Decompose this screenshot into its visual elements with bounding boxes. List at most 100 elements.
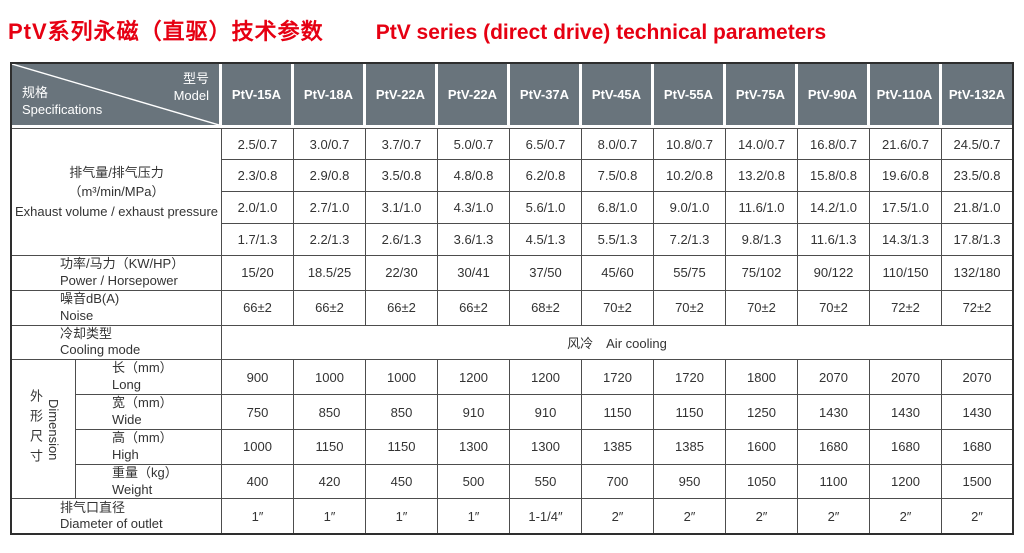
corner-spec-en: Specifications: [22, 102, 103, 118]
long-cell-10: 2070: [942, 360, 1012, 396]
weight-cell-6: 950: [654, 464, 726, 500]
long-cell-3: 1200: [438, 360, 510, 396]
noise-cell-7: 70±2: [726, 290, 798, 326]
high-cell-6: 1385: [654, 429, 726, 465]
exhaust-r2-cell-3: 4.8/0.8: [438, 160, 510, 192]
high-cell-2: 1150: [366, 429, 438, 465]
power-cell-1: 18.5/25: [294, 256, 366, 291]
weight-cell-7: 1050: [726, 464, 798, 500]
model-header-7: PtV-75A: [726, 64, 798, 128]
power-cell-2: 22/30: [366, 256, 438, 291]
outlet-cell-9: 2″: [870, 499, 942, 534]
exhaust-r3-cell-4: 5.6/1.0: [510, 192, 582, 224]
high-cell-10: 1680: [942, 429, 1012, 465]
high-cell-0: 1000: [222, 429, 294, 465]
exhaust-r4-cell-7: 9.8/1.3: [726, 224, 798, 256]
high-label-zh: 高（mm）: [112, 429, 173, 445]
long-cell-6: 1720: [654, 360, 726, 396]
long-cell-8: 2070: [798, 360, 870, 396]
title-english: PtV series (direct drive) technical para…: [375, 21, 827, 44]
header-row: 型号 Model 规格 Specifications PtV-15A PtV-18…: [12, 64, 1012, 128]
dimension-vertical-wrap: 外形尺寸 Dimension: [12, 360, 75, 498]
corner-model-zh: 型号: [182, 71, 209, 86]
exhaust-r1-cell-6: 10.8/0.7: [654, 128, 726, 160]
wide-cell-10: 1430: [942, 395, 1012, 430]
table-row-dim-long: 外形尺寸 Dimension 长（mm） Long 900 1000 1000 120…: [12, 360, 1012, 500]
outlet-cell-6: 2″: [654, 499, 726, 534]
exhaust-r1-cell-8: 16.8/0.7: [798, 128, 870, 160]
exhaust-r3-cell-10: 21.8/1.0: [942, 192, 1012, 224]
dimension-label-zh: 外形尺寸: [28, 389, 43, 470]
long-label-zh: 长（mm）: [112, 360, 173, 376]
table-row-exhaust-2: 2.3/0.8 2.9/0.8 3.5/0.8 4.8/0.8 6.2/0.8 7.5/0…: [12, 160, 1012, 192]
exhaust-r3-cell-9: 17.5/1.0: [870, 192, 942, 224]
dimension-label-en: Dimension: [46, 398, 61, 461]
high-cell-7: 1600: [726, 429, 798, 465]
exhaust-r2-cell-6: 10.2/0.8: [654, 160, 726, 192]
exhaust-r2-cell-4: 6.2/0.8: [510, 160, 582, 192]
exhaust-r3-cell-1: 2.7/1.0: [294, 192, 366, 224]
exhaust-r3-cell-3: 4.3/1.0: [438, 192, 510, 224]
table-row-outlet: 排气口直径 Diameter of outlet 1″ 1″ 1″ 1″ 1-1/4″ 2…: [12, 499, 1012, 534]
exhaust-r1-cell-0: 2.5/0.7: [222, 128, 294, 160]
table-row-dim-wide: 宽（mm） Wide 750 850 850 910 910 1150 1150 1250 14…: [12, 395, 1012, 430]
weight-cell-3: 500: [438, 464, 510, 500]
row-label-wide: 宽（mm） Wide: [76, 395, 222, 430]
exhaust-r2-cell-1: 2.9/0.8: [294, 160, 366, 192]
exhaust-r4-cell-3: 3.6/1.3: [438, 224, 510, 256]
model-header-0: PtV-15A: [222, 64, 294, 128]
exhaust-r4-cell-5: 5.5/1.3: [582, 224, 654, 256]
cooling-label-en: Cooling mode: [60, 342, 141, 358]
noise-cell-4: 68±2: [510, 290, 582, 326]
weight-cell-8: 1100: [798, 464, 870, 500]
weight-cell-0: 400: [222, 464, 294, 500]
outlet-label-en: Diameter of outlet: [60, 516, 163, 532]
corner-spec-label: 规格 Specifications: [22, 85, 102, 119]
row-label-weight: 重量（kg） Weight: [76, 464, 222, 500]
model-header-6: PtV-55A: [654, 64, 726, 128]
wide-label-en: Wide: [112, 412, 142, 428]
model-header-3: PtV-22A: [438, 64, 510, 128]
outlet-cell-0: 1″: [222, 499, 294, 534]
high-cell-9: 1680: [870, 429, 942, 465]
corner-model-label: 型号 Model: [174, 71, 209, 105]
power-label-en: Power / Horsepower: [60, 272, 178, 288]
table-row-noise: 噪音dB(A) Noise 66±2 66±2 66±2 66±2 68±2 70±2 70…: [12, 290, 1012, 326]
exhaust-r3-cell-2: 3.1/1.0: [366, 192, 438, 224]
weight-cell-4: 550: [510, 464, 582, 500]
table-row-cooling: 冷却类型 Cooling mode 风冷 Air cooling: [12, 325, 1012, 361]
exhaust-r2-cell-5: 7.5/0.8: [582, 160, 654, 192]
row-label-high: 高（mm） High: [76, 429, 222, 465]
model-header-2: PtV-22A: [366, 64, 438, 128]
wide-cell-5: 1150: [582, 395, 654, 430]
exhaust-r4-cell-0: 1.7/1.3: [222, 224, 294, 256]
weight-label-en: Weight: [112, 481, 153, 497]
row-label-noise: 噪音dB(A) Noise: [12, 290, 222, 326]
weight-cell-1: 420: [294, 464, 366, 500]
weight-cell-2: 450: [366, 464, 438, 500]
outlet-cell-5: 2″: [582, 499, 654, 534]
row-label-power: 功率/马力（KW/HP） Power / Horsepower: [12, 256, 222, 291]
noise-cell-6: 70±2: [654, 290, 726, 326]
outlet-cell-2: 1″: [366, 499, 438, 534]
noise-cell-0: 66±2: [222, 290, 294, 326]
model-header-5: PtV-45A: [582, 64, 654, 128]
table-row-power: 功率/马力（KW/HP） Power / Horsepower 15/20 18.…: [12, 256, 1012, 291]
exhaust-label-en: Exhaust volume / exhaust pressure: [14, 203, 219, 219]
long-cell-4: 1200: [510, 360, 582, 396]
exhaust-r4-cell-4: 4.5/1.3: [510, 224, 582, 256]
power-label-zh: 功率/马力（KW/HP）: [60, 256, 185, 271]
weight-label-zh: 重量（kg）: [112, 464, 178, 480]
exhaust-r3-cell-8: 14.2/1.0: [798, 192, 870, 224]
long-cell-7: 1800: [726, 360, 798, 396]
exhaust-r4-cell-1: 2.2/1.3: [294, 224, 366, 256]
wide-cell-2: 850: [366, 395, 438, 430]
wide-cell-8: 1430: [798, 395, 870, 430]
exhaust-r1-cell-5: 8.0/0.7: [582, 128, 654, 160]
exhaust-r2-cell-7: 13.2/0.8: [726, 160, 798, 192]
spec-table: 型号 Model 规格 Specifications PtV-15A PtV-18…: [12, 64, 1012, 534]
exhaust-r1-cell-10: 24.5/0.7: [942, 128, 1012, 160]
long-cell-0: 900: [222, 360, 294, 396]
exhaust-r3-cell-7: 11.6/1.0: [726, 192, 798, 224]
table-row-exhaust-1: 排气量/排气压力 （m³/min/MPa） Exhaust volume / e…: [12, 128, 1012, 256]
